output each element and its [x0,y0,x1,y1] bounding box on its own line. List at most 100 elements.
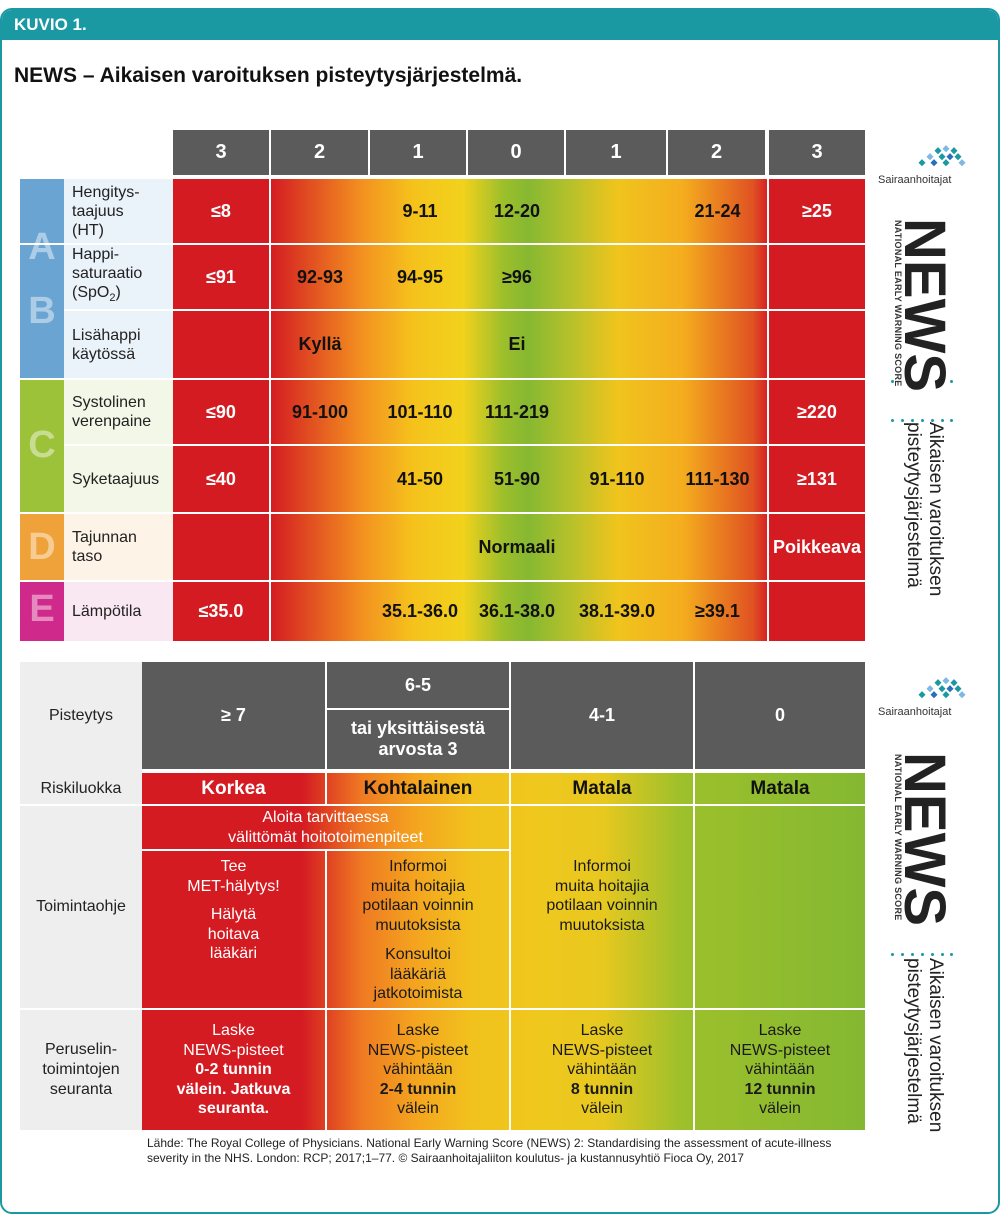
source-citation: Lähde: The Royal College of Physicians. … [147,1136,832,1165]
bottom-label-bg [20,662,142,1130]
category-letter-c: C [28,424,56,466]
score-value-cell: ≥25 [802,200,832,221]
action-consult: Konsultoi lääkäriä jatkotoimista [373,946,463,1002]
score-value-cell: 9-11 [402,200,438,221]
category-band-d [20,514,64,580]
score-value-cell: Poikkeava [772,536,862,557]
risk-low: Matala [572,777,632,799]
score-value-cell: ≥96 [502,266,532,287]
grid-line [693,773,695,1130]
category-letter-d: D [28,526,56,568]
news-subtitle-fi-2: pisteytysjärjestelmä [903,958,924,1124]
monitor-low: Laske NEWS-pisteet vähintään 8 tunnin väle… [551,1022,653,1117]
score-value-cell: ≤91 [206,266,236,287]
score-value-cell: ≥131 [797,468,837,489]
score-header-medium-bottom: tai yksittäisestä arvosta 3 [350,718,486,759]
grid-line [20,512,865,514]
score-value-cell: 91-110 [589,468,645,489]
action-immediate: Aloita tarvittaessa välittömät hoitotoim… [228,809,423,846]
label-pisteytys: Pisteytys [48,706,113,724]
news-subtitle-en: NATIONAL EARLY WARNING SCORE [893,754,903,921]
category-band-e [20,582,64,641]
score-value-cell: ≤35.0 [198,601,244,621]
score-value-cell: 111-219 [484,401,550,422]
score-value-cell: ≤40 [206,468,236,489]
score-value-cell: 41-50 [396,468,444,489]
figure-number-bar: KUVIO 1. [2,10,998,40]
monitor-medium: Laske NEWS-pisteet vähintään 2-4 tunnin vä… [367,1022,469,1117]
score-value-cell: 91-100 [291,401,349,422]
row-label-saturation: Happi- saturaatio (SpO2) [72,246,143,305]
grid-line [767,179,769,641]
grid-line [327,708,509,710]
action-inform-low: Informoi muita hoitajia potilaan voinnin… [546,858,658,934]
grid-line [20,1008,865,1010]
score-value-cell: ≥39.1 [695,601,740,621]
label-toimintaohje: Toimintaohje [36,898,126,915]
monitor-zero: Laske NEWS-pisteet vähintään 12 tunnin väl… [729,1022,831,1117]
grid-line [509,773,511,1130]
label-bg-d [64,514,173,580]
label-bg-c [64,380,173,512]
label-seuranta: Peruselin- toimintojen seuranta [42,1041,120,1098]
news-subtitle-en: NATIONAL EARLY WARNING SCORE [893,220,903,387]
score-column-header: 3 [769,130,865,175]
figure-title: NEWS – Aikaisen varoituksen pisteytysjär… [14,64,523,87]
grid-line [64,444,865,446]
dot-row [891,409,953,422]
grid-line [20,243,865,245]
row-label-respiration: Hengitys- taajuus (HT) [72,183,140,239]
dot-separator [891,380,894,388]
grid-line [325,849,327,1130]
score-value-cell: 36.1-38.0 [478,601,556,621]
news-subtitle-fi-2: pisteytysjärjestelmä [903,422,924,588]
logo-name: Sairaanhoitajat [878,174,952,186]
score-column-header: 2 [271,130,368,175]
category-letter-e: E [29,588,55,630]
score-header-low: 4-1 [511,662,693,769]
score-header-zero: 0 [695,662,865,769]
category-letter-b: B [28,290,56,332]
score-column-header: 2 [668,130,765,175]
score-value-cell: 92-93 [296,266,344,287]
risk-high: Korkea [201,777,266,799]
news-subtitle-fi-1: Aikaisen varoituksen [925,958,946,1133]
score-value-cell: 38.1-39.0 [578,601,656,621]
score-column-header: 1 [370,130,466,175]
sairaanhoitajat-logo-icon [918,145,966,167]
score-value-cell: Normaali [478,536,556,557]
grid-line [64,309,865,311]
score-value-cell: 101-110 [387,401,453,422]
risk-zero: Matala [750,777,810,799]
score-value-cell: 12-20 [493,200,541,221]
grid-line [20,378,865,380]
row-label-systolic: Systolinen verenpaine [72,394,152,430]
grid-line [269,179,271,641]
row-label-consciousness: Tajunnan taso [72,529,137,565]
news-subtitle-fi-1: Aikaisen varoituksen [925,422,946,597]
grid-line [20,804,865,806]
score-value-cell: 111-130 [685,468,750,489]
dot-row [891,943,953,956]
dot-separator [950,380,953,388]
score-value-cell: 35.1-36.0 [381,601,459,621]
category-band-c [20,380,64,512]
logo-name: Sairaanhoitajat [878,706,952,718]
monitor-high: Laske NEWS-pisteet 0-2 tunnin välein. Jatk… [176,1022,291,1117]
grid-line [325,773,327,804]
row-label-pulse: Syketaajuus [72,470,160,488]
score-value-cell: ≥220 [797,401,837,422]
sairaanhoitajat-logo-icon [918,677,966,699]
category-letter-a: A [28,226,56,268]
score-value-cell: ≤90 [206,401,236,422]
score-column-header: 1 [566,130,666,175]
score-gradient-area [173,179,865,641]
score-header-high: ≥ 7 [142,662,325,769]
risk-medium: Kohtalainen [363,777,473,799]
row-label-temperature: Lämpötila [72,603,142,620]
category-band-ab [20,179,64,378]
label-bg-e [64,582,173,641]
score-value-cell: Kyllä [298,334,342,354]
score-value-cell: 21-24 [694,200,741,221]
score-value-cell: ≤8 [211,200,231,221]
